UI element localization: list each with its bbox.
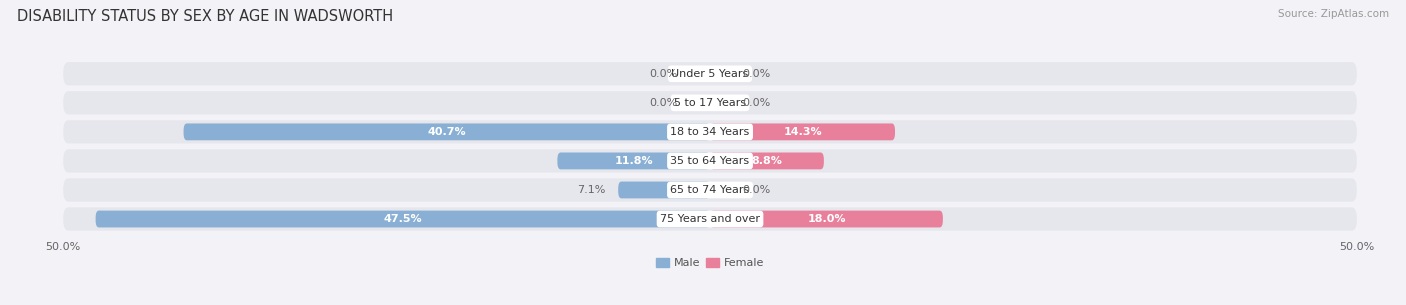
Text: 75 Years and over: 75 Years and over (659, 214, 761, 224)
Text: Source: ZipAtlas.com: Source: ZipAtlas.com (1278, 9, 1389, 19)
Text: 5 to 17 Years: 5 to 17 Years (673, 98, 747, 108)
Text: 0.0%: 0.0% (742, 185, 770, 195)
Text: 65 to 74 Years: 65 to 74 Years (671, 185, 749, 195)
Text: 8.8%: 8.8% (752, 156, 782, 166)
Text: 0.0%: 0.0% (650, 69, 678, 79)
FancyBboxPatch shape (619, 181, 710, 198)
Legend: Male, Female: Male, Female (651, 253, 769, 273)
Text: 18.0%: 18.0% (807, 214, 845, 224)
FancyBboxPatch shape (63, 149, 1357, 173)
FancyBboxPatch shape (96, 210, 710, 228)
FancyBboxPatch shape (63, 120, 1357, 143)
Text: 40.7%: 40.7% (427, 127, 467, 137)
FancyBboxPatch shape (63, 62, 1357, 85)
FancyBboxPatch shape (63, 91, 1357, 114)
FancyBboxPatch shape (557, 152, 710, 169)
Text: DISABILITY STATUS BY SEX BY AGE IN WADSWORTH: DISABILITY STATUS BY SEX BY AGE IN WADSW… (17, 9, 394, 24)
FancyBboxPatch shape (710, 124, 896, 140)
Text: 14.3%: 14.3% (783, 127, 823, 137)
Text: 11.8%: 11.8% (614, 156, 652, 166)
Text: 7.1%: 7.1% (576, 185, 605, 195)
Text: 0.0%: 0.0% (650, 98, 678, 108)
FancyBboxPatch shape (710, 210, 943, 228)
FancyBboxPatch shape (63, 178, 1357, 202)
Text: 35 to 64 Years: 35 to 64 Years (671, 156, 749, 166)
Text: 0.0%: 0.0% (742, 98, 770, 108)
Text: Under 5 Years: Under 5 Years (672, 69, 748, 79)
FancyBboxPatch shape (63, 207, 1357, 231)
Text: 18 to 34 Years: 18 to 34 Years (671, 127, 749, 137)
FancyBboxPatch shape (710, 152, 824, 169)
FancyBboxPatch shape (184, 124, 710, 140)
Text: 47.5%: 47.5% (384, 214, 422, 224)
Text: 0.0%: 0.0% (742, 69, 770, 79)
